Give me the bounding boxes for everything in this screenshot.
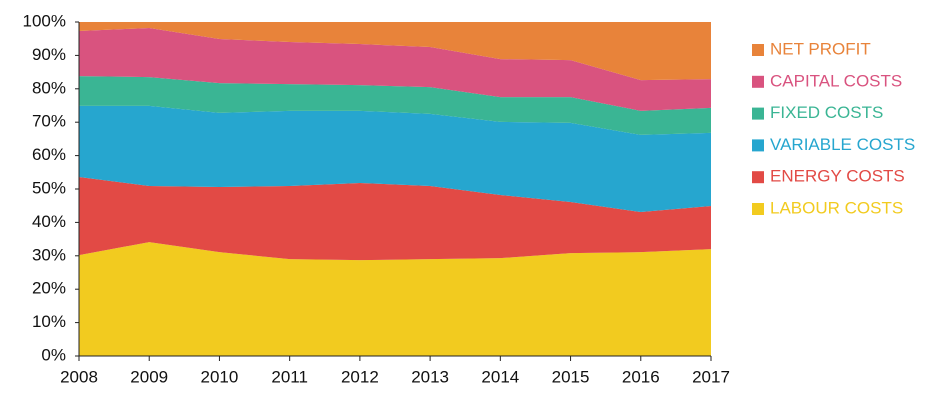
legend-swatch bbox=[752, 203, 764, 215]
y-tick-label: 90% bbox=[32, 45, 66, 64]
legend-swatch bbox=[752, 44, 764, 56]
legend-label: NET PROFIT bbox=[770, 39, 871, 58]
x-tick-label: 2013 bbox=[411, 367, 449, 386]
y-tick-label: 50% bbox=[32, 178, 66, 197]
legend-swatch bbox=[752, 171, 764, 184]
x-tick-label: 2014 bbox=[481, 367, 519, 386]
y-tick-label: 60% bbox=[32, 145, 66, 164]
legend-label: ENERGY COSTS bbox=[770, 167, 905, 186]
x-tick-label: 2017 bbox=[692, 367, 730, 386]
area bbox=[79, 28, 711, 111]
y-tick-label: 80% bbox=[32, 78, 66, 97]
legend-label: FIXED COSTS bbox=[770, 103, 883, 122]
y-tick-label: 10% bbox=[32, 312, 66, 331]
legend-swatch bbox=[752, 75, 764, 88]
x-tick-label: 2016 bbox=[622, 367, 660, 386]
area bbox=[79, 176, 711, 261]
legend-label: LABOUR COSTS bbox=[770, 198, 903, 217]
x-tick-label: 2015 bbox=[552, 367, 590, 386]
area bbox=[79, 105, 711, 213]
y-tick-label: 30% bbox=[32, 245, 66, 264]
x-tick-label: 2011 bbox=[271, 367, 308, 386]
y-tick-label: 0% bbox=[41, 345, 66, 364]
y-tick-label: 70% bbox=[32, 112, 66, 131]
x-tick-label: 2010 bbox=[201, 367, 239, 386]
y-tick-label: 40% bbox=[32, 212, 66, 231]
area bbox=[79, 242, 711, 356]
x-tick-label: 2012 bbox=[341, 367, 379, 386]
x-tick-label: 2009 bbox=[130, 367, 168, 386]
legend-label: VARIABLE COSTS bbox=[770, 135, 915, 154]
legend-label: CAPITAL COSTS bbox=[770, 71, 902, 90]
y-tick-label: 100% bbox=[23, 11, 66, 30]
y-tick-label: 20% bbox=[32, 279, 66, 298]
area bbox=[79, 76, 711, 135]
area bbox=[79, 22, 711, 81]
x-tick-label: 2008 bbox=[60, 367, 98, 386]
legend-swatch bbox=[752, 107, 764, 120]
legend-swatch bbox=[752, 139, 764, 152]
